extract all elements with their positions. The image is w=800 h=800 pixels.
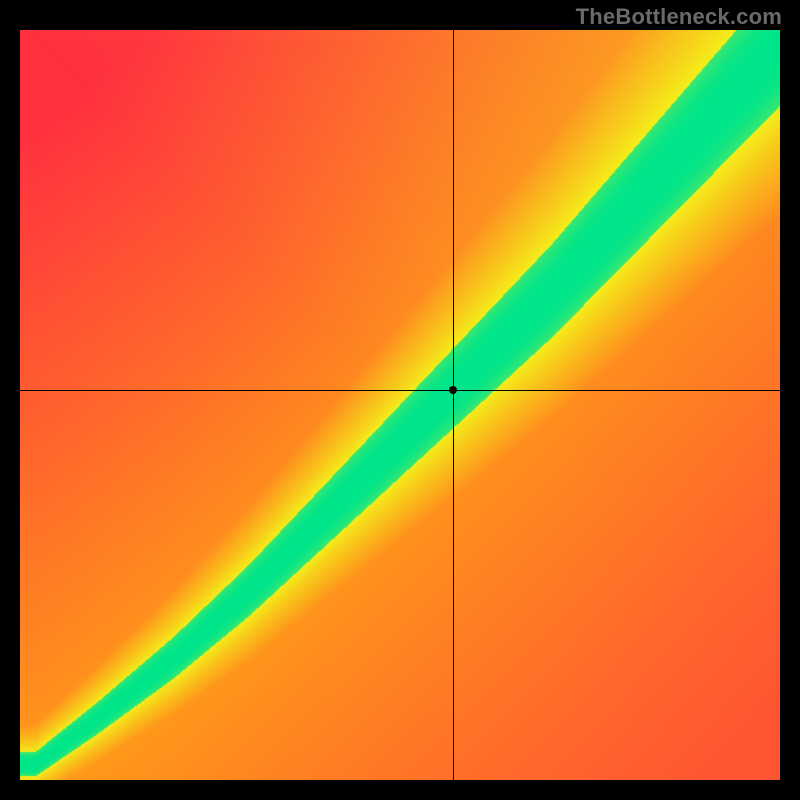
crosshair-vertical [453, 30, 454, 780]
watermark-text: TheBottleneck.com [576, 4, 782, 30]
data-point-marker [449, 386, 457, 394]
heatmap-canvas [20, 30, 780, 780]
plot-area [20, 30, 780, 780]
chart-container: TheBottleneck.com [0, 0, 800, 800]
crosshair-horizontal [20, 390, 780, 391]
